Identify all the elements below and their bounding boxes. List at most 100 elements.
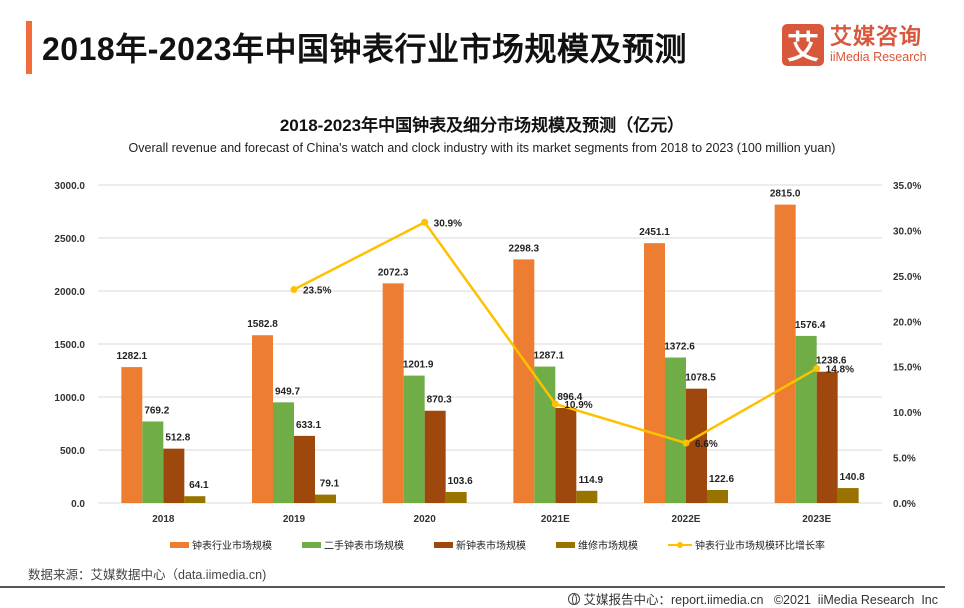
y2-tick-label: 5.0% — [893, 454, 916, 465]
bar — [837, 488, 859, 503]
legend-swatch — [302, 541, 321, 548]
bar — [576, 490, 598, 503]
bar-data-label: 870.3 — [427, 395, 452, 406]
x-tick-label: 2019 — [283, 514, 306, 525]
y-tick-label: 3000.0 — [54, 181, 85, 192]
bar — [142, 421, 164, 503]
x-tick-label: 2021E — [541, 514, 570, 525]
x-tick-label: 2020 — [414, 514, 437, 525]
legend-item-growth-rate: 钟表行业市场规模环比增长率 — [668, 537, 825, 552]
bar-data-label: 2298.3 — [509, 243, 540, 254]
bar-data-label: 79.1 — [320, 479, 340, 490]
bar-data-label: 64.1 — [189, 480, 209, 491]
y2-tick-label: 10.0% — [893, 408, 921, 419]
bar — [686, 388, 707, 503]
growth-rate-point — [551, 400, 559, 408]
logo-mark-icon: 艾 — [782, 24, 824, 66]
bar — [252, 335, 273, 503]
bar — [513, 259, 535, 503]
bar — [555, 407, 577, 503]
y-tick-label: 2000.0 — [54, 287, 85, 298]
bar-data-label: 1287.1 — [534, 351, 565, 362]
bar — [644, 243, 665, 503]
y2-tick-label: 20.0% — [893, 317, 921, 328]
bar — [184, 496, 206, 503]
bar-data-label: 114.9 — [579, 475, 604, 486]
bar-data-label: 2072.3 — [378, 267, 409, 278]
growth-rate-point — [813, 365, 821, 373]
bar — [665, 357, 686, 503]
legend-swatch — [434, 541, 453, 548]
bar-data-label: 769.2 — [144, 405, 169, 416]
bar — [273, 402, 294, 503]
chart-subtitle: Overall revenue and forecast of China's … — [128, 141, 836, 155]
page-title: 2018年-2023年中国钟表行业市场规模及预测 — [42, 31, 688, 67]
y2-tick-label: 25.0% — [893, 272, 921, 283]
bar-data-label: 103.6 — [448, 476, 473, 487]
bar — [816, 371, 838, 503]
footer-divider — [0, 586, 945, 588]
legend-item-total: 钟表行业市场规模 — [170, 537, 272, 552]
chart-title: 2018-2023年中国钟表及细分市场规模及预测（亿元） — [279, 116, 685, 135]
chart-legend: 钟表行业市场规模 二手钟表市场规模 新钟表市场规模 维修市场规模 钟表行业市场规… — [170, 537, 855, 552]
bar-data-label: 1582.8 — [247, 319, 278, 330]
footer-report: 艾媒报告中心：report.iimedia.cn ©2021 iiMedia R… — [567, 589, 938, 608]
growth-rate-point — [290, 285, 298, 293]
y-tick-label: 1500.0 — [54, 340, 85, 351]
legend-label: 维修市场规模 — [578, 541, 638, 552]
bar — [795, 335, 817, 503]
y2-tick-label: 30.0% — [893, 226, 921, 237]
bar — [534, 366, 556, 503]
title-accent-bar — [26, 21, 32, 74]
y-tick-label: 500.0 — [60, 446, 85, 457]
bar — [163, 448, 185, 503]
bar — [424, 410, 446, 503]
line-data-label: 23.5% — [303, 285, 331, 296]
legend-swatch — [170, 541, 189, 548]
bar-data-label: 2451.1 — [639, 227, 670, 238]
bar-data-label: 896.4 — [557, 392, 582, 403]
y2-tick-label: 0.0% — [893, 499, 916, 510]
bar-data-label: 1282.1 — [117, 351, 148, 362]
logo-name-cn: 艾媒咨询 — [830, 24, 923, 50]
bar-data-label: 512.8 — [165, 433, 190, 444]
legend-label: 钟表行业市场规模 — [192, 541, 272, 552]
brand-logo: 艾 艾媒咨询 iiMedia Research — [782, 24, 927, 66]
growth-rate-point — [682, 439, 690, 447]
line-data-label: 30.9% — [434, 218, 462, 229]
line-data-label: 6.6% — [695, 439, 718, 450]
bar — [403, 375, 425, 503]
bar-data-label: 122.6 — [709, 474, 734, 485]
line-data-label: 14.8% — [826, 365, 854, 376]
bar-data-label: 2815.0 — [770, 189, 801, 200]
legend-item-repair: 维修市场规模 — [556, 537, 638, 552]
x-tick-label: 2018 — [152, 514, 175, 525]
logo-name-en: iiMedia Research — [830, 50, 927, 65]
bar-data-label: 140.8 — [840, 472, 865, 483]
legend-label: 二手钟表市场规模 — [324, 541, 404, 552]
legend-label: 新钟表市场规模 — [456, 541, 526, 552]
bar — [774, 204, 796, 504]
footer-report-text: 艾媒报告中心：report.iimedia.cn ©2021 iiMedia R… — [583, 593, 938, 607]
data-source: 数据来源：艾媒数据中心（data.iimedia.cn) — [28, 568, 267, 582]
y-tick-label: 1000.0 — [54, 393, 85, 404]
bar-data-label: 1238.6 — [816, 356, 847, 367]
bar-data-label: 1576.4 — [795, 320, 826, 331]
bar — [445, 492, 467, 503]
bar — [315, 494, 336, 503]
x-tick-label: 2023E — [802, 514, 831, 525]
y2-tick-label: 35.0% — [893, 181, 921, 192]
legend-swatch — [556, 541, 575, 548]
bar — [382, 283, 404, 503]
line-data-label: 10.9% — [564, 400, 592, 411]
legend-label: 钟表行业市场规模环比增长率 — [695, 541, 825, 552]
bar-data-label: 1078.5 — [685, 373, 716, 384]
legend-item-new: 新钟表市场规模 — [434, 537, 526, 552]
x-tick-label: 2022E — [672, 514, 701, 525]
y-tick-label: 0.0 — [71, 499, 85, 510]
legend-item-secondhand: 二手钟表市场规模 — [302, 537, 404, 552]
y-tick-label: 2500.0 — [54, 234, 85, 245]
bar-data-label: 949.7 — [275, 386, 300, 397]
bar — [707, 490, 728, 503]
